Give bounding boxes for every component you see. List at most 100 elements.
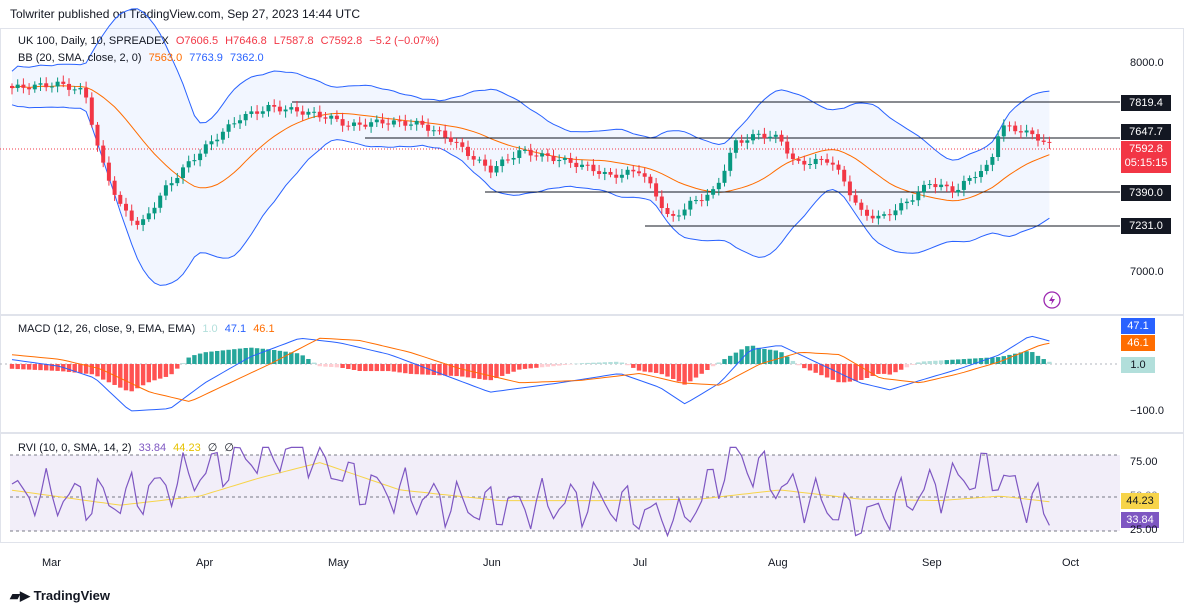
candle-body [785, 141, 790, 154]
candle-body [255, 111, 260, 114]
macd-hist-bar [904, 364, 910, 368]
rvi-ma-value: 44.23 [173, 442, 201, 454]
candle-body [984, 164, 989, 172]
time-label-oct: Oct [1062, 557, 1080, 569]
candle-body [847, 181, 852, 196]
macd-hist-bar [49, 364, 55, 371]
macd-hist-bar [534, 364, 539, 368]
macd-hist-bar [1041, 359, 1046, 364]
candle-body [574, 162, 579, 168]
macd-hist-bar [961, 359, 967, 364]
macd-hist-bar [722, 359, 727, 364]
macd-hist-bar [870, 364, 875, 376]
candle-body [89, 97, 94, 125]
candle-body [431, 130, 436, 132]
macd-value: 47.1 [224, 323, 247, 335]
time-label-jul: Jul [633, 557, 648, 569]
rvi-line [11, 445, 1050, 538]
macd-hist-bar [739, 349, 744, 364]
macd-hist-bar [317, 364, 322, 367]
bb-upper-value: 7763.9 [189, 52, 223, 64]
candle-body [870, 215, 875, 219]
candle-body [317, 111, 322, 118]
candle-body [1013, 125, 1018, 132]
macd-hist-bar [608, 362, 613, 364]
candle-body [802, 160, 807, 165]
macd-hist-bar [528, 364, 533, 369]
bb-legend[interactable]: BB (20, SMA, close, 2, 0) 7563.0 7763.9 … [18, 52, 268, 64]
tradingview-logo[interactable]: ▰▶ TradingView [10, 588, 110, 604]
lightning-icon [1043, 291, 1061, 309]
candle-body [192, 160, 197, 162]
candle-body [967, 178, 972, 181]
macd-hist-bar [329, 364, 334, 368]
macd-hist-bar [699, 364, 704, 374]
macd-hist-bar [374, 364, 379, 372]
candle-body [904, 201, 909, 204]
macd-hist-bar [1047, 361, 1052, 364]
macd-hist-bar [539, 364, 545, 368]
macd-hist-bar [140, 364, 146, 386]
candle-body [163, 185, 168, 196]
candle-body [933, 184, 938, 188]
rvi-title: RVI (10, 0, SMA, 14, 2) [18, 442, 132, 454]
candle-body [990, 156, 995, 165]
macd-hist-bar [488, 364, 493, 381]
candle-body [283, 109, 288, 112]
close-value: C7592.8 [320, 35, 363, 47]
macd-hist-bar [118, 364, 123, 388]
level-label-7390: 7390.0 [1121, 185, 1171, 201]
symbol-legend[interactable]: UK 100, Daily, 10, SPREADEX O7606.5 H764… [18, 35, 443, 47]
candle-body [739, 140, 744, 143]
macd-hist-bar [853, 364, 858, 381]
time-label-jun: Jun [483, 557, 501, 569]
candle-body [705, 194, 710, 201]
macd-hist-bar [614, 361, 619, 364]
candle-body [813, 158, 818, 165]
rvi-pane[interactable] [0, 433, 1184, 543]
candle-body [716, 182, 721, 190]
candle-body [944, 184, 949, 187]
macd-hist-bar [283, 351, 288, 364]
candle-body [585, 164, 590, 166]
candle-body [665, 208, 670, 215]
rvi-axis-ma: 44.23 [1121, 493, 1159, 509]
candle-body [186, 161, 191, 168]
candle-body [443, 130, 448, 138]
macd-pane[interactable] [0, 315, 1184, 433]
candle-body [340, 119, 345, 126]
candle-body [842, 169, 847, 182]
macd-hist-bar [733, 352, 739, 364]
macd-hist-bar [311, 362, 317, 364]
candle-body [203, 144, 208, 154]
macd-hist-bar [260, 348, 265, 364]
macd-hist-bar [243, 347, 248, 364]
macd-hist-bar [973, 358, 978, 364]
macd-hist-bar [728, 355, 733, 364]
last-price-badge: 7592.8 05:15:15 [1121, 141, 1171, 173]
candle-body [859, 202, 864, 210]
candle-body [249, 111, 254, 114]
main-pane[interactable] [0, 28, 1184, 315]
price-axis-7000: 7000.0 [1130, 266, 1164, 278]
candle-body [557, 159, 562, 162]
rvi-axis-rvi: 33.84 [1121, 512, 1159, 528]
candle-body [500, 159, 505, 167]
macd-legend[interactable]: MACD (12, 26, close, 9, EMA, EMA) 1.0 47… [18, 323, 279, 335]
macd-hist-bar [254, 348, 260, 364]
candle-body [488, 165, 493, 173]
candle-body [865, 209, 869, 216]
rvi-legend[interactable]: RVI (10, 0, SMA, 14, 2) 33.84 44.23 ∅ ∅ [18, 441, 238, 454]
macd-hist-bar [323, 364, 328, 367]
macd-hist-bar [819, 364, 824, 376]
macd-hist-bar [215, 350, 220, 364]
candle-body [266, 105, 271, 112]
macd-hist-bar [591, 362, 596, 364]
candle-body [226, 124, 231, 132]
candle-body [44, 83, 49, 88]
macd-hist-bar [887, 364, 892, 375]
rvi-axis-75: 75.00 [1130, 456, 1158, 468]
candle-body [448, 137, 453, 142]
candle-body [927, 184, 932, 186]
